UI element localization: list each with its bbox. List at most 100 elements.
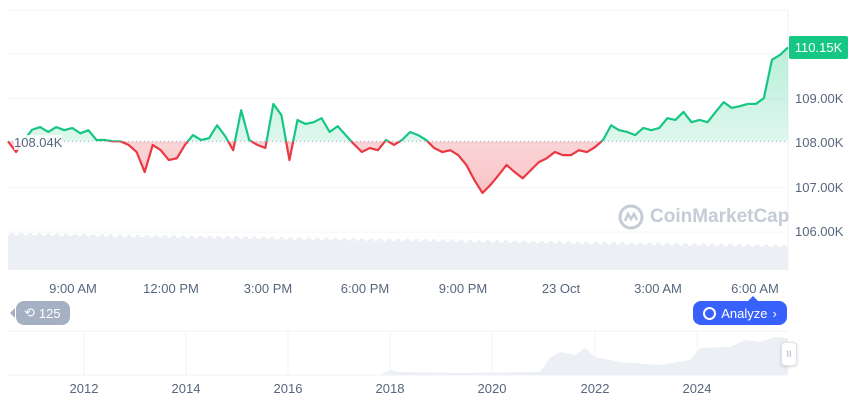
- volume-bar: [566, 242, 568, 270]
- volume-bar: [234, 236, 236, 270]
- volume-bar: [286, 239, 288, 270]
- navigator-handle[interactable]: II: [781, 342, 797, 366]
- volume-bar: [200, 235, 202, 270]
- volume-bar: [556, 242, 558, 270]
- volume-bar: [178, 237, 180, 270]
- volume-bar: [450, 239, 452, 270]
- volume-bar: [638, 242, 640, 270]
- volume-bar: [66, 233, 68, 270]
- volume-bar: [664, 244, 666, 270]
- volume-bar: [176, 237, 178, 270]
- volume-bar: [564, 243, 566, 270]
- volume-bar: [762, 246, 764, 270]
- volume-bar: [252, 237, 254, 270]
- volume-bar: [704, 244, 706, 270]
- volume-bar: [614, 242, 616, 270]
- volume-bar: [262, 236, 264, 270]
- volume-bar: [8, 234, 10, 270]
- volume-bar: [156, 235, 158, 270]
- volume-bar: [378, 238, 380, 270]
- analyze-button[interactable]: Analyze ›: [693, 296, 787, 325]
- volume-bar: [150, 237, 152, 270]
- volume-bar: [526, 242, 528, 270]
- volume-bar: [352, 237, 354, 270]
- volume-bar: [110, 234, 112, 270]
- volume-bar: [376, 240, 378, 270]
- volume-bar: [700, 244, 702, 270]
- volume-bar: [324, 238, 326, 270]
- volume-bar: [444, 240, 446, 270]
- volume-bar: [304, 239, 306, 270]
- volume-bar: [516, 241, 518, 270]
- volume-bar: [128, 234, 130, 270]
- volume-bar: [498, 241, 500, 270]
- cmc-ai-icon: [703, 306, 717, 320]
- volume-bar: [104, 236, 106, 270]
- watermark: CoinMarketCap: [618, 204, 789, 230]
- history-button[interactable]: ⟲ 125: [10, 301, 70, 325]
- volume-bar: [210, 236, 212, 270]
- volume-bar: [530, 241, 532, 270]
- volume-bar: [520, 242, 522, 270]
- volume-bar: [766, 244, 768, 270]
- volume-bar: [170, 237, 172, 270]
- volume-bar: [240, 239, 242, 270]
- volume-bar: [576, 241, 578, 270]
- volume-bar: [650, 243, 652, 270]
- volume-bar: [88, 236, 90, 270]
- volume-bar: [16, 235, 18, 270]
- volume-bar: [658, 242, 660, 270]
- volume-bar: [536, 243, 538, 270]
- navigator-year-label: 2016: [273, 381, 303, 396]
- volume-bar: [562, 243, 564, 270]
- volume-bar: [152, 236, 154, 270]
- volume-bar: [626, 245, 628, 270]
- navigator-year-label: 2018: [375, 381, 405, 396]
- volume-bar: [250, 238, 252, 270]
- navigator-year-label: 2012: [69, 381, 99, 396]
- volume-bar: [632, 242, 634, 270]
- volume-bar: [458, 240, 460, 270]
- volume-bar: [230, 238, 232, 270]
- volume-bar: [48, 233, 50, 270]
- volume-bar: [116, 236, 118, 270]
- volume-bar: [340, 240, 342, 270]
- volume-bar: [702, 243, 704, 270]
- volume-bar: [742, 246, 744, 270]
- volume-bar: [756, 244, 758, 270]
- volume-bar: [416, 239, 418, 270]
- volume-bar: [590, 244, 592, 270]
- volume-bar: [126, 235, 128, 270]
- volume-bar: [28, 233, 30, 270]
- volume-bar: [694, 243, 696, 270]
- volume-bar: [384, 241, 386, 270]
- volume-bar: [238, 237, 240, 270]
- volume-bar: [284, 239, 286, 270]
- volume-bar: [618, 244, 620, 270]
- volume-bar: [748, 244, 750, 270]
- volume-bar: [758, 245, 760, 270]
- volume-bar: [528, 243, 530, 270]
- price-line-up: [8, 46, 789, 142]
- volume-bar: [412, 241, 414, 270]
- volume-bar: [630, 242, 632, 270]
- volume-bar: [710, 243, 712, 270]
- volume-bar: [738, 243, 740, 270]
- volume-bar: [288, 237, 290, 270]
- volume-bar: [688, 245, 690, 270]
- volume-bar: [696, 244, 698, 270]
- volume-bar: [334, 237, 336, 270]
- volume-bar: [216, 236, 218, 270]
- volume-bar: [32, 234, 34, 270]
- volume-bar: [302, 239, 304, 270]
- volume-bar: [678, 244, 680, 270]
- volume-bar: [552, 242, 554, 270]
- volume-bar: [264, 237, 266, 270]
- volume-bar: [404, 240, 406, 270]
- volume-bar: [62, 235, 64, 270]
- volume-bar: [598, 244, 600, 270]
- volume-bar: [272, 236, 274, 270]
- volume-bar: [428, 241, 430, 270]
- volume-bar: [434, 239, 436, 270]
